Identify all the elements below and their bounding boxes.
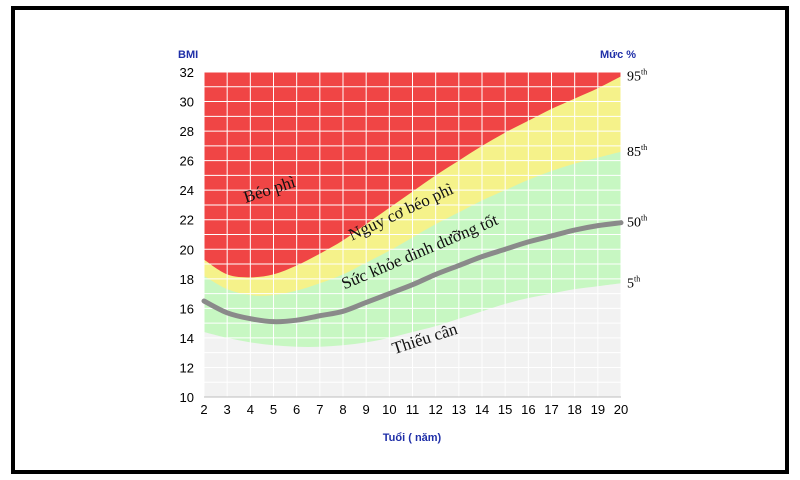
median-line <box>201 220 624 325</box>
chart-frame <box>11 6 789 474</box>
y-tick-label: 32 <box>180 65 194 80</box>
y-tick-label: 26 <box>180 154 194 169</box>
percentile-suffix: th <box>641 143 647 152</box>
x-tick-label: 18 <box>567 402 581 417</box>
percentile-suffix: th <box>641 214 647 223</box>
x-tick-label: 17 <box>544 402 558 417</box>
percentile-suffix: th <box>634 274 640 283</box>
y-tick-label: 24 <box>180 183 194 198</box>
x-tick-label: 15 <box>498 402 512 417</box>
y-tick-label: 20 <box>180 242 194 257</box>
percentile-suffix: th <box>641 67 647 76</box>
x-tick-label: 10 <box>382 402 396 417</box>
y-tick-label: 18 <box>180 272 194 287</box>
percentile-label: 95 <box>627 69 641 84</box>
percentile-label: 85 <box>627 145 641 160</box>
y-tick-label: 22 <box>180 213 194 228</box>
right-axis-title: Mức % <box>600 49 636 61</box>
x-tick-label: 12 <box>428 402 442 417</box>
x-tick-label: 9 <box>363 402 370 417</box>
x-tick-label: 8 <box>339 402 346 417</box>
x-tick-label: 19 <box>591 402 605 417</box>
x-tick-label: 20 <box>614 402 628 417</box>
y-tick-label: 12 <box>180 360 194 375</box>
line-layer <box>201 220 624 325</box>
percentile-label: 50 <box>627 216 641 231</box>
x-tick-label: 16 <box>521 402 535 417</box>
y-tick-label: 14 <box>180 331 194 346</box>
x-tick-label: 7 <box>316 402 323 417</box>
x-tick-label: 4 <box>247 402 254 417</box>
x-tick-label: 3 <box>224 402 231 417</box>
x-tick-label: 5 <box>270 402 277 417</box>
y-tick-label: 16 <box>180 301 194 316</box>
y-tick-label: 30 <box>180 95 194 110</box>
grid-layer: 2 3 4 5 6 7 8 9 10 11 12 13 14 15 16 17 18 19 20 10 12 14 16 18… <box>180 65 629 417</box>
x-tick-label: 11 <box>406 402 420 417</box>
y-tick-label: 28 <box>180 124 194 139</box>
x-tick-label: 13 <box>452 402 466 417</box>
y-axis-title: BMI <box>178 49 198 61</box>
percentile-label: 5 <box>627 276 634 291</box>
x-tick-label: 14 <box>475 402 489 417</box>
x-axis-title: Tuổi ( năm) <box>383 432 442 444</box>
x-tick-label: 2 <box>200 402 207 417</box>
y-tick-label: 10 <box>180 390 194 405</box>
x-tick-label: 6 <box>293 402 300 417</box>
